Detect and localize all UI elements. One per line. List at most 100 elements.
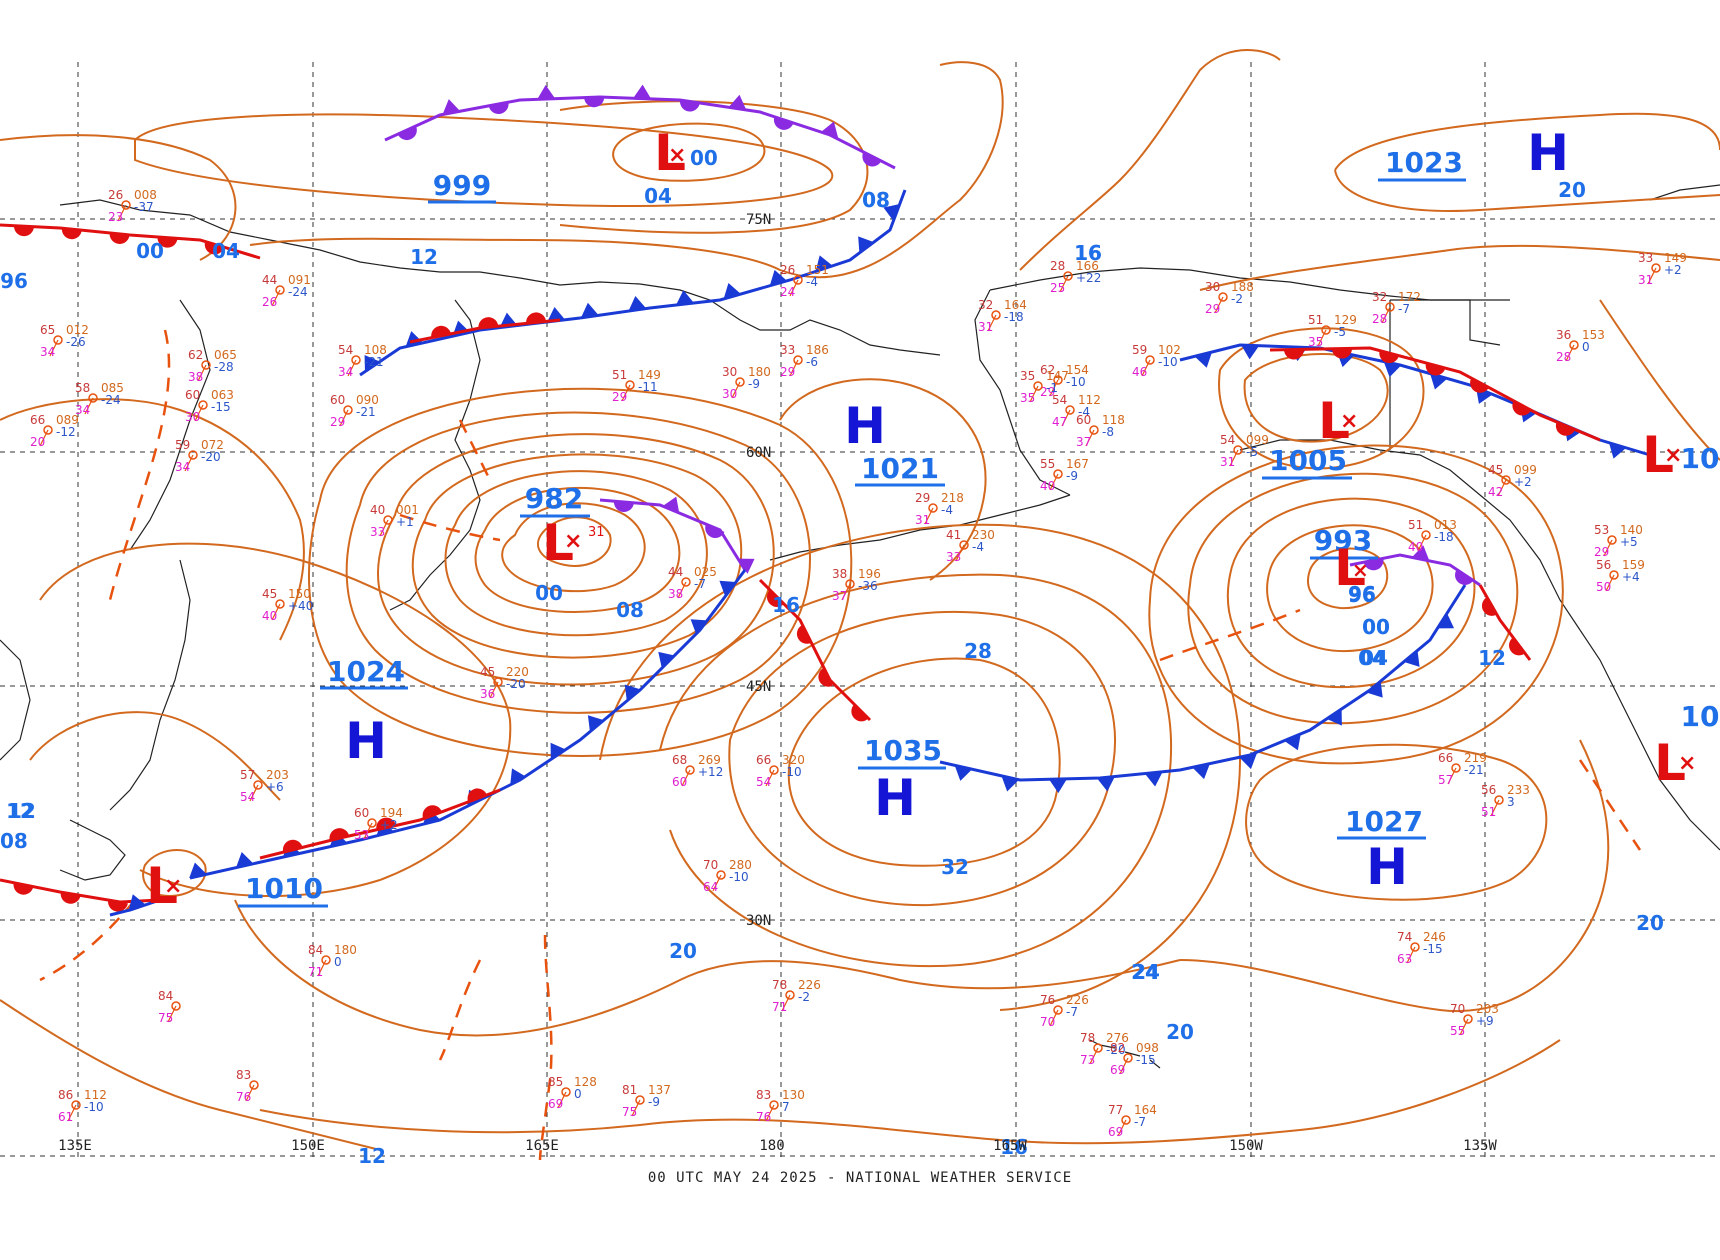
- low-center-x-mark: ×: [668, 143, 686, 168]
- station-dewpoint: 28: [1372, 312, 1387, 326]
- station-pressure: 203: [266, 768, 289, 782]
- front-symbol: [1366, 681, 1383, 698]
- isobar-west-1: [0, 398, 305, 641]
- station-plot: 51 29 149-11: [612, 368, 661, 404]
- station-pressure-change: -2: [1231, 292, 1243, 306]
- station-dewpoint: 40: [1040, 479, 1055, 493]
- station-sky-cover-icon: [785, 990, 795, 1000]
- station-dewpoint: 35: [1020, 391, 1035, 405]
- station-temperature: 30: [1205, 280, 1220, 294]
- station-plot: 86 61 112-10: [58, 1088, 107, 1124]
- station-pressure-change: -4: [806, 275, 818, 289]
- station-plot: 66 20 089-12: [30, 413, 79, 449]
- station-temperature: 45: [1488, 463, 1503, 477]
- isobar-label: 04: [1358, 646, 1386, 670]
- station-dewpoint: 40: [1408, 540, 1423, 554]
- station-temperature: 26: [108, 188, 123, 202]
- station-plot: 58 34 085-24: [75, 381, 124, 417]
- trough-bering-2: [458, 419, 492, 481]
- isobar-982-ring6: [377, 433, 775, 686]
- station-sky-cover-icon: [275, 599, 285, 609]
- station-sky-cover-icon: [201, 360, 211, 370]
- front-symbol: [364, 355, 380, 372]
- lon-label-165e: 165E: [525, 1138, 559, 1154]
- high-center-symbol: H: [1527, 124, 1569, 182]
- pressure-value-1023: 1023: [1385, 146, 1463, 179]
- station-plot: 40 33 001+1: [370, 503, 419, 539]
- front-symbol: [1283, 349, 1304, 360]
- station-pressure: 112: [84, 1088, 107, 1102]
- front-symbol: [189, 862, 207, 879]
- station-pressure-change: -10: [729, 870, 749, 884]
- station-pressure: 098: [1136, 1041, 1159, 1055]
- isobar-label: 24: [1132, 960, 1160, 984]
- station-sky-cover-icon: [1053, 469, 1063, 479]
- station-plot: 28 25 166+22: [1050, 259, 1101, 295]
- front-symbol: [628, 295, 647, 312]
- station-plot: 54 31 099-5: [1220, 433, 1269, 469]
- station-pressure-change: -20: [201, 450, 221, 464]
- edge-pressure-value: 10: [1681, 700, 1720, 733]
- isobar-labels: 00 04 08 12 16 20 24 28 32 96 00 04 08 1…: [0, 178, 1664, 1168]
- map-caption: 00 UTC MAY 24 2025 - NATIONAL WEATHER SE…: [648, 1170, 1072, 1186]
- isobar-label: 08: [616, 598, 644, 622]
- station-wind-barb-icon: [271, 289, 281, 307]
- station-temperature: 29: [915, 491, 930, 505]
- station-wind-barb-icon: [245, 1084, 255, 1102]
- station-plot: 41 33 230-4: [946, 528, 995, 564]
- station-plot: 60 37 118-8: [1076, 413, 1125, 449]
- station-sky-cover-icon: [383, 515, 393, 525]
- station-dewpoint: 75: [158, 1011, 173, 1025]
- station-dewpoint: 37: [1076, 435, 1091, 449]
- station-dewpoint: 36: [480, 687, 495, 701]
- station-wind-barb-icon: [765, 1104, 775, 1122]
- station-wind-barb-icon: [117, 204, 127, 222]
- isobar-label: 16: [1000, 1135, 1028, 1159]
- trough-bering-west: [399, 513, 501, 542]
- station-pressure: 089: [56, 413, 79, 427]
- station-temperature: 51: [612, 368, 627, 382]
- station-dewpoint: 23: [108, 210, 123, 224]
- isobar-east-20: [1179, 739, 1610, 1013]
- station-pressure-change: -26: [66, 335, 86, 349]
- station-pressure-change: -4: [972, 540, 984, 554]
- station-wind-barb-icon: [1117, 1119, 1127, 1137]
- front-symbol: [1001, 775, 1020, 792]
- station-pressure: 090: [356, 393, 379, 407]
- station-plot: 74 63 246-15: [1397, 930, 1446, 966]
- station-pressure-change: -15: [1423, 942, 1443, 956]
- station-pressure: 167: [1066, 457, 1089, 471]
- isobar-label: 20: [669, 939, 697, 963]
- station-plot: 82 69 098-15: [1110, 1041, 1159, 1077]
- station-dewpoint: 34: [40, 345, 55, 359]
- station-pressure: 118: [1102, 413, 1125, 427]
- station-sky-cover-icon: [991, 310, 1001, 320]
- station-pressure-change: -12: [56, 425, 76, 439]
- station-plot: 66 57 219-21: [1438, 751, 1487, 787]
- station-dewpoint: 55: [1450, 1024, 1465, 1038]
- station-plot: 45 40 150+40: [262, 587, 313, 623]
- front-symbol: [547, 306, 566, 322]
- front-symbol: [431, 325, 451, 338]
- isobar-993-ring3: [1227, 497, 1476, 689]
- cold-front-japan: [109, 898, 161, 917]
- station-temperature: 77: [1108, 1103, 1123, 1117]
- station-sky-cover-icon: [1410, 942, 1420, 952]
- station-pressure-change: -20: [506, 677, 526, 691]
- station-wind-barb-icon: [363, 822, 373, 840]
- front-symbol: [1326, 708, 1342, 726]
- lon-label-150w: 150W: [1229, 1138, 1263, 1154]
- front-symbol: [397, 125, 417, 141]
- high-center-symbol: H: [844, 397, 886, 455]
- station-pressure: 233: [1507, 783, 1530, 797]
- front-symbol: [773, 116, 794, 130]
- cold-front-arctic: [579, 189, 907, 320]
- front-symbol: [820, 121, 839, 138]
- isobar-west-2: [29, 711, 281, 801]
- station-pressure-change: -8: [1102, 425, 1114, 439]
- low-center-x-mark: ×: [564, 529, 582, 554]
- isobar-982-ring7: [345, 411, 811, 714]
- station-plot: 81 75 137-9: [622, 1083, 671, 1119]
- station-plot: 62 38 065-28: [188, 348, 237, 384]
